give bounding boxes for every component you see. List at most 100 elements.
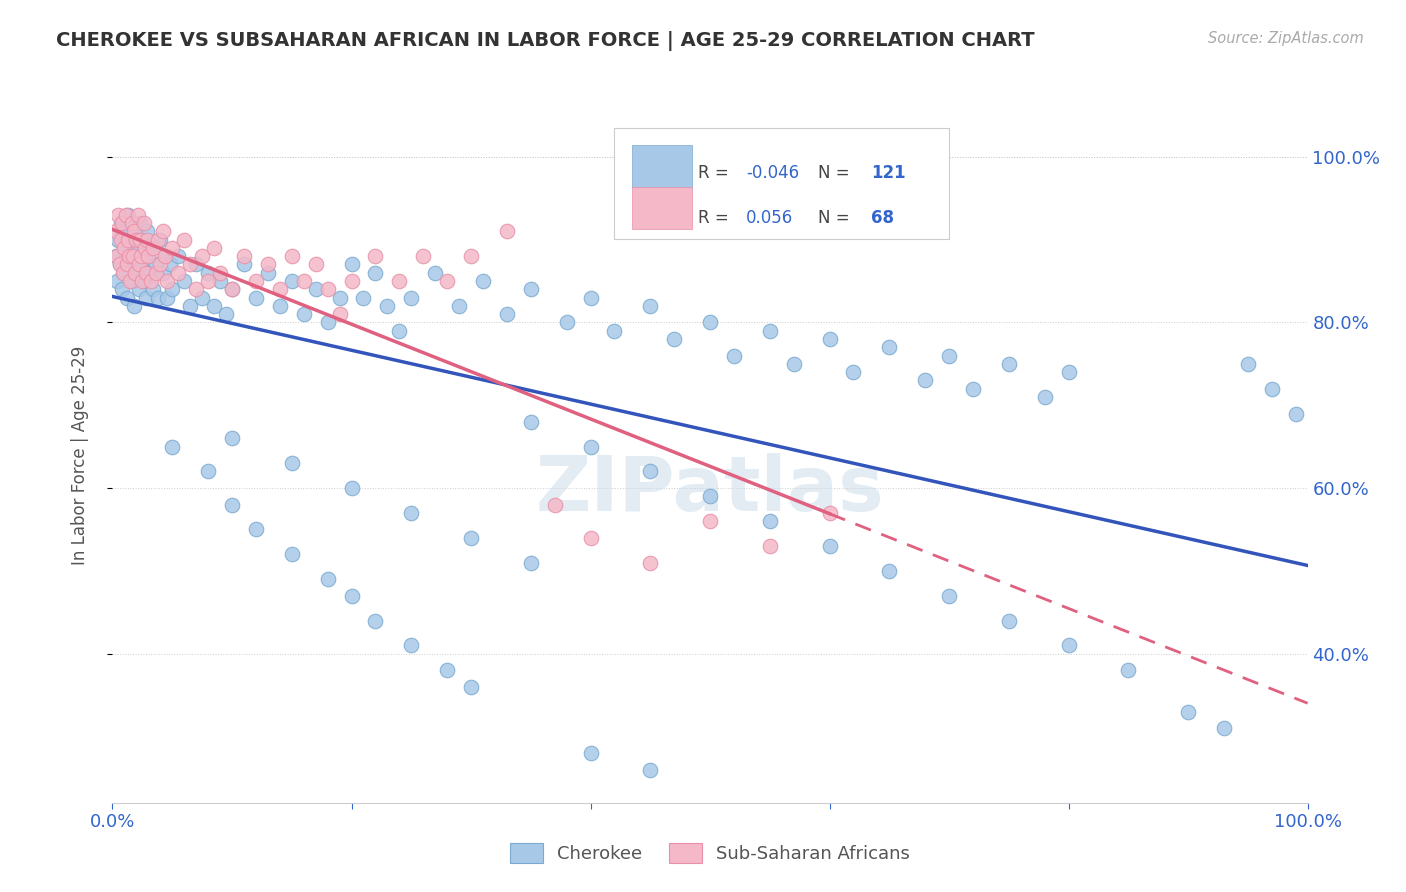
Point xyxy=(209,266,232,280)
Point xyxy=(640,763,662,777)
Point xyxy=(998,614,1021,628)
Point xyxy=(401,506,423,520)
FancyBboxPatch shape xyxy=(633,145,692,187)
Point xyxy=(117,208,139,222)
Point xyxy=(998,357,1021,371)
Text: CHEROKEE VS SUBSAHARAN AFRICAN IN LABOR FORCE | AGE 25-29 CORRELATION CHART: CHEROKEE VS SUBSAHARAN AFRICAN IN LABOR … xyxy=(56,31,1035,51)
Point xyxy=(121,249,143,263)
Point xyxy=(640,556,662,570)
Text: 121: 121 xyxy=(872,164,905,182)
Point xyxy=(699,489,721,503)
Point xyxy=(105,249,128,263)
Point xyxy=(129,249,152,263)
Point xyxy=(121,249,143,263)
Point xyxy=(110,216,132,230)
Text: R =: R = xyxy=(699,210,734,227)
Point xyxy=(759,324,782,338)
Point xyxy=(1057,365,1080,379)
Point xyxy=(316,282,339,296)
Point xyxy=(114,208,136,222)
Point xyxy=(135,291,157,305)
Point xyxy=(167,249,190,263)
Point xyxy=(131,274,153,288)
Point xyxy=(723,349,745,363)
Point xyxy=(107,233,129,247)
Point xyxy=(281,547,304,561)
Point xyxy=(179,257,201,271)
Point xyxy=(197,266,219,280)
Point xyxy=(142,241,165,255)
Point xyxy=(914,373,936,387)
Point xyxy=(156,274,179,288)
Point xyxy=(162,282,183,296)
Point xyxy=(496,307,519,321)
Point xyxy=(108,257,131,271)
Point xyxy=(186,257,208,271)
Point xyxy=(134,249,156,263)
Point xyxy=(135,266,157,280)
Point xyxy=(149,233,172,247)
Point xyxy=(472,274,495,288)
Text: 68: 68 xyxy=(872,210,894,227)
Point xyxy=(842,365,865,379)
Point xyxy=(818,506,841,520)
Point xyxy=(759,514,782,528)
Point xyxy=(145,266,167,280)
Point xyxy=(579,291,602,305)
Point xyxy=(129,233,152,247)
Point xyxy=(460,249,482,263)
Point xyxy=(136,233,159,247)
Point xyxy=(329,291,352,305)
Point xyxy=(125,233,148,247)
Point xyxy=(316,572,339,586)
Point xyxy=(128,257,150,271)
Point xyxy=(759,539,782,553)
Point xyxy=(118,257,141,271)
Point xyxy=(139,241,162,255)
Legend: Cherokee, Sub-Saharan Africans: Cherokee, Sub-Saharan Africans xyxy=(503,836,917,871)
Point xyxy=(118,249,141,263)
Point xyxy=(938,349,960,363)
Point xyxy=(115,257,138,271)
Point xyxy=(257,257,280,271)
Point xyxy=(292,274,315,288)
Point xyxy=(138,249,160,263)
Point xyxy=(352,291,374,305)
Point xyxy=(121,274,143,288)
Point xyxy=(152,224,174,238)
Point xyxy=(138,266,160,280)
Point xyxy=(818,539,841,553)
Point xyxy=(202,299,225,313)
Point xyxy=(245,291,267,305)
Text: R =: R = xyxy=(699,164,734,182)
Point xyxy=(153,249,176,263)
Point xyxy=(142,282,165,296)
Text: 0.056: 0.056 xyxy=(747,210,793,227)
Point xyxy=(1118,663,1140,677)
Text: -0.046: -0.046 xyxy=(747,164,799,182)
Point xyxy=(173,233,195,247)
Point xyxy=(179,299,201,313)
Point xyxy=(555,315,578,329)
Point xyxy=(127,208,149,222)
Point xyxy=(316,315,339,329)
Point xyxy=(111,216,134,230)
Point xyxy=(197,274,219,288)
Point xyxy=(124,224,146,238)
Point xyxy=(108,257,131,271)
Point xyxy=(281,249,304,263)
Point xyxy=(579,440,602,454)
Point xyxy=(782,357,804,371)
FancyBboxPatch shape xyxy=(614,128,949,239)
Point xyxy=(156,291,179,305)
Point xyxy=(281,274,304,288)
Point xyxy=(329,307,352,321)
Point xyxy=(132,274,155,288)
Point xyxy=(136,224,159,238)
Point xyxy=(221,282,243,296)
Point xyxy=(640,299,662,313)
Point xyxy=(221,431,243,445)
Point xyxy=(159,257,181,271)
Point xyxy=(269,299,291,313)
Point xyxy=(173,274,195,288)
